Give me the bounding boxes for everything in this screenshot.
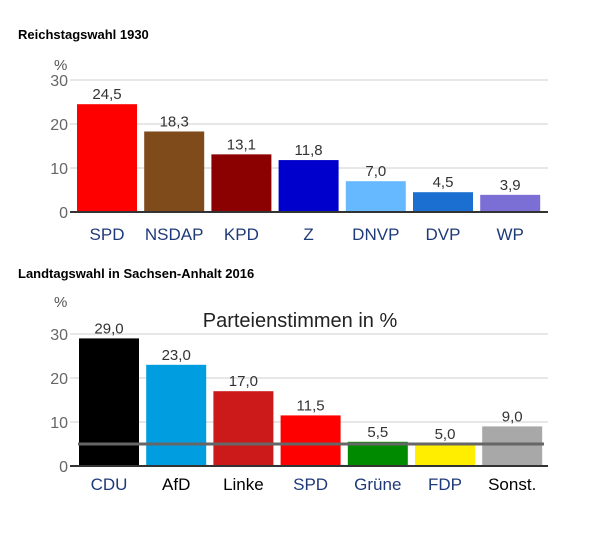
c1-bar-kpd bbox=[211, 154, 272, 212]
c2-category-label: FDP bbox=[428, 475, 462, 494]
c2-bar-spd bbox=[280, 415, 341, 466]
c2-bar-fdp bbox=[415, 444, 475, 466]
c2-y-tick-label: 0 bbox=[59, 459, 68, 476]
c2-bar-grne bbox=[347, 441, 408, 466]
c2-category-label: Sonst. bbox=[488, 475, 536, 494]
c2-bar-sonst bbox=[482, 426, 543, 466]
c1-bar-nsdap bbox=[144, 131, 205, 212]
c2-category-label: SPD bbox=[293, 475, 328, 494]
chart1-title: Reichstagswahl 1930 bbox=[18, 27, 149, 42]
c1-value-label: 24,5 bbox=[92, 86, 121, 103]
c1-bar-spd bbox=[77, 104, 137, 212]
c2-value-label: 11,5 bbox=[297, 397, 325, 414]
c1-y-tick-label: 30 bbox=[50, 73, 68, 90]
c1-category-label: NSDAP bbox=[145, 225, 204, 244]
c2-y-tick-label: 30 bbox=[50, 327, 68, 344]
c1-value-label: 3,9 bbox=[500, 177, 521, 194]
c1-y-tick-label: 20 bbox=[50, 117, 68, 134]
c2-y-axis-unit: % bbox=[54, 294, 67, 311]
c2-bar-cdu bbox=[79, 338, 139, 466]
c2-value-label: 5,5 bbox=[367, 424, 388, 441]
c1-y-tick-label: 0 bbox=[59, 205, 68, 222]
c1-bar-z bbox=[278, 160, 339, 212]
c1-category-label: SPD bbox=[90, 225, 125, 244]
c2-subtitle: Parteienstimmen in % bbox=[203, 310, 398, 332]
c2-value-label: 17,0 bbox=[229, 373, 258, 390]
c1-value-label: 11,8 bbox=[295, 142, 323, 159]
c2-value-label: 5,0 bbox=[435, 426, 456, 443]
c1-value-label: 18,3 bbox=[160, 113, 189, 130]
c2-category-label: CDU bbox=[91, 475, 128, 494]
c1-category-label: Z bbox=[303, 225, 313, 244]
c1-bar-dnvp bbox=[345, 181, 406, 212]
c2-y-tick-label: 20 bbox=[50, 371, 68, 388]
chart2-title: Landtagswahl in Sachsen-Anhalt 2016 bbox=[18, 266, 255, 281]
c1-y-tick-label: 10 bbox=[50, 161, 68, 178]
c1-category-label: DNVP bbox=[352, 225, 399, 244]
c2-category-label: Linke bbox=[223, 475, 264, 494]
c1-category-label: DVP bbox=[426, 225, 461, 244]
c1-category-label: KPD bbox=[224, 225, 259, 244]
c2-bar-afd bbox=[146, 364, 207, 466]
c1-bar-wp bbox=[480, 194, 541, 212]
c2-value-label: 23,0 bbox=[162, 347, 191, 364]
c2-value-label: 9,0 bbox=[502, 408, 523, 425]
c1-value-label: 4,5 bbox=[433, 174, 454, 191]
c2-category-label: Grüne bbox=[354, 475, 401, 494]
c1-y-axis-unit: % bbox=[54, 57, 67, 74]
c1-value-label: 7,0 bbox=[365, 163, 386, 180]
c2-value-label: 29,0 bbox=[94, 320, 123, 337]
c2-y-tick-label: 10 bbox=[50, 415, 68, 432]
c2-category-label: AfD bbox=[162, 475, 190, 494]
c1-bar-dvp bbox=[413, 192, 473, 212]
c1-value-label: 13,1 bbox=[227, 136, 256, 153]
c2-bar-linke bbox=[213, 391, 274, 466]
c1-category-label: WP bbox=[497, 225, 524, 244]
